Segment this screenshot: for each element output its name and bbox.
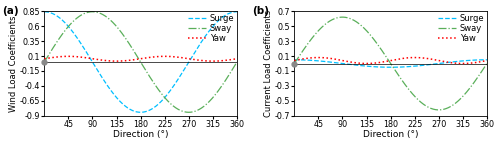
Yaw	[174, 56, 180, 58]
Sway	[442, 108, 448, 110]
Sway	[311, 35, 317, 37]
Yaw	[424, 58, 430, 59]
Surge	[484, 59, 490, 61]
Surge	[138, 111, 143, 113]
Sway	[424, 106, 430, 107]
Sway	[126, 43, 132, 45]
Yaw	[210, 60, 216, 62]
Sway	[174, 108, 180, 109]
Surge	[174, 80, 180, 82]
Sway	[340, 16, 345, 18]
Yaw	[484, 60, 490, 61]
Line: Yaw: Yaw	[44, 56, 237, 61]
Y-axis label: Wind Load Coefficients: Wind Load Coefficients	[9, 15, 18, 112]
Y-axis label: Current Load Coefficients: Current Load Coefficients	[264, 10, 273, 117]
Surge	[192, 51, 198, 53]
Sway	[484, 63, 490, 64]
Sway	[42, 61, 48, 63]
Sway	[61, 31, 67, 33]
Text: (a): (a)	[2, 6, 18, 16]
Surge	[424, 64, 430, 66]
Line: Surge: Surge	[44, 12, 237, 112]
Yaw	[195, 59, 201, 61]
Sway	[192, 110, 198, 112]
Sway	[446, 107, 452, 108]
Yaw	[460, 63, 466, 64]
Line: Yaw: Yaw	[294, 58, 487, 64]
Line: Sway: Sway	[44, 12, 237, 112]
Yaw	[292, 60, 298, 61]
Yaw	[120, 60, 126, 62]
Text: (b): (b)	[252, 6, 269, 16]
Surge	[195, 46, 201, 48]
X-axis label: Direction (°): Direction (°)	[363, 130, 418, 139]
Sway	[234, 61, 240, 63]
Sway	[376, 46, 382, 48]
Sway	[120, 33, 126, 35]
Surge	[42, 11, 48, 13]
Surge	[445, 61, 451, 63]
Surge	[442, 62, 448, 64]
Line: Sway: Sway	[294, 17, 487, 110]
Surge	[61, 21, 67, 23]
Sway	[370, 37, 376, 38]
Yaw	[126, 59, 132, 61]
Surge	[376, 66, 382, 68]
Line: Surge: Surge	[294, 60, 487, 67]
Yaw	[370, 62, 376, 64]
Yaw	[192, 59, 198, 60]
Surge	[311, 60, 317, 61]
Surge	[126, 108, 132, 110]
X-axis label: Direction (°): Direction (°)	[113, 130, 168, 139]
Yaw	[316, 57, 322, 58]
Sway	[186, 111, 192, 113]
Yaw	[234, 58, 240, 60]
Sway	[436, 109, 442, 111]
Sway	[90, 11, 96, 13]
Yaw	[66, 55, 71, 57]
Yaw	[61, 56, 67, 57]
Surge	[369, 66, 375, 67]
Yaw	[42, 58, 48, 60]
Sway	[196, 109, 202, 111]
Surge	[292, 59, 298, 61]
Legend: Surge, Sway, Yaw: Surge, Sway, Yaw	[438, 13, 486, 44]
Surge	[388, 66, 394, 68]
Sway	[292, 63, 298, 64]
Legend: Surge, Sway, Yaw: Surge, Sway, Yaw	[188, 13, 236, 44]
Surge	[234, 11, 240, 13]
Yaw	[442, 61, 448, 62]
Yaw	[445, 61, 451, 63]
Surge	[119, 103, 125, 104]
Yaw	[376, 62, 382, 63]
Yaw	[311, 57, 317, 59]
